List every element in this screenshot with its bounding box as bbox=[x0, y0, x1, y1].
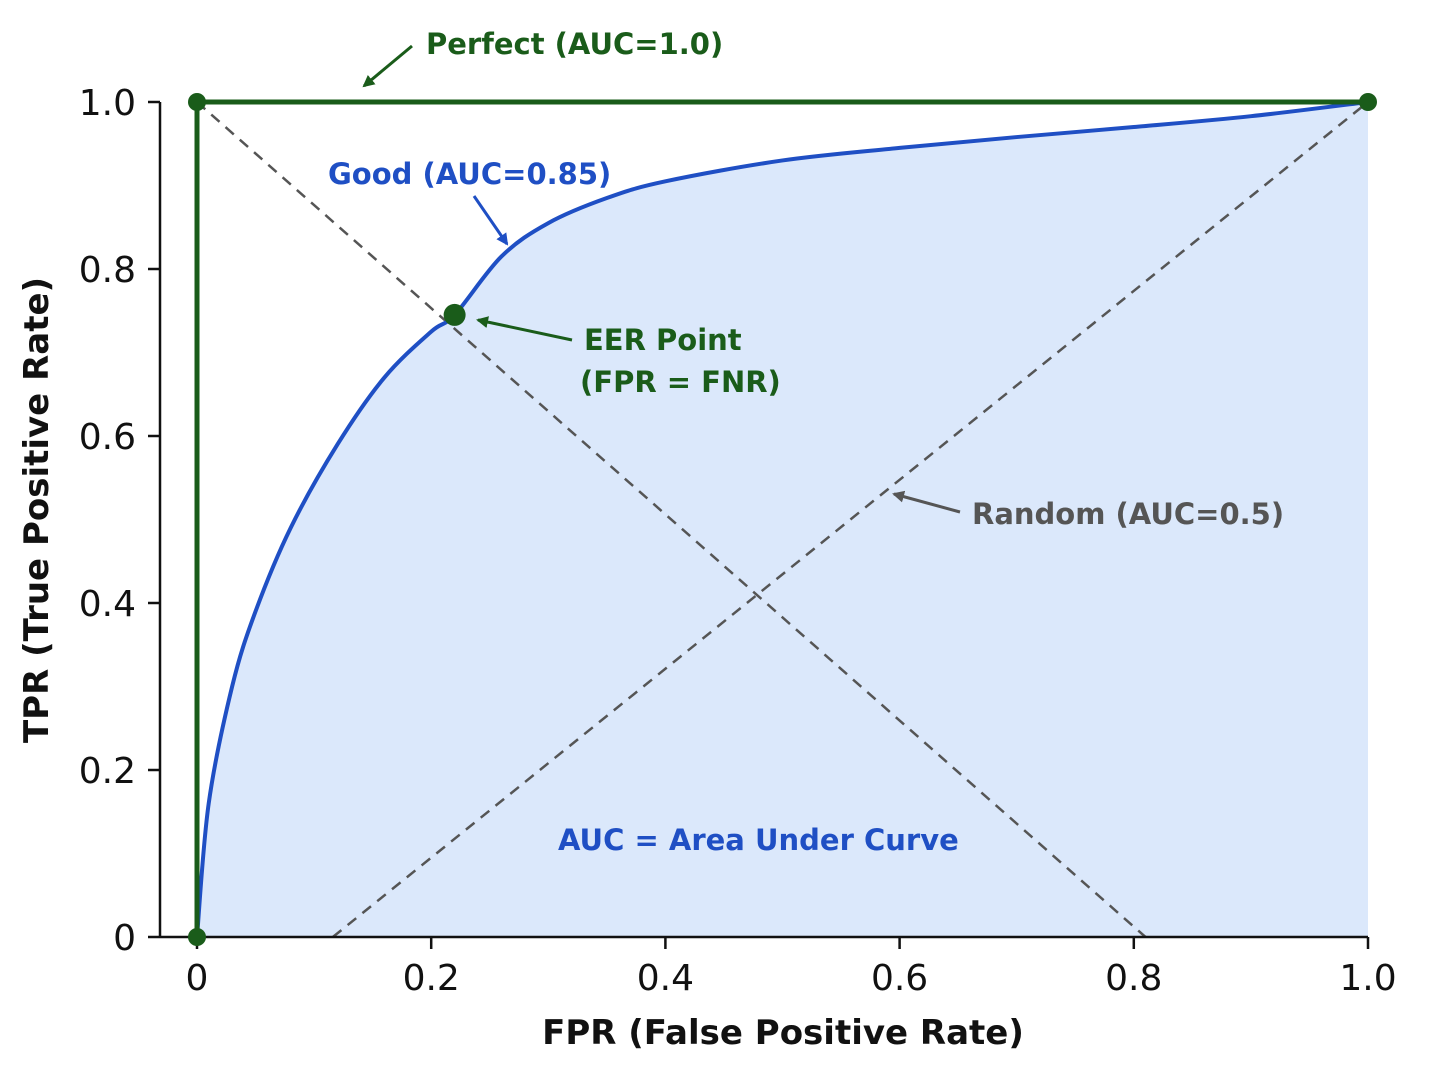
perfect-point-marker bbox=[1359, 93, 1377, 111]
x-tick-label: 0.4 bbox=[637, 958, 694, 999]
eer-diagonal-line bbox=[196, 101, 1147, 938]
y-tick-label: 0 bbox=[113, 918, 136, 959]
eer-label-line1: EER Point bbox=[584, 323, 742, 357]
annotation-perfect: Perfect (AUC=1.0) bbox=[362, 27, 723, 88]
annotation-eer: EER Point (FPR = FNR) bbox=[476, 316, 781, 399]
eer-arrow bbox=[476, 316, 573, 342]
good-roc-curve bbox=[195, 100, 1369, 938]
y-tick-label: 0.8 bbox=[79, 250, 136, 291]
x-tick-label: 1.0 bbox=[1339, 958, 1396, 999]
y-tick-label: 1.0 bbox=[79, 83, 136, 124]
x-tick-label: 0 bbox=[186, 958, 209, 999]
perfect-arrow bbox=[362, 44, 413, 88]
perfect-point-marker bbox=[188, 928, 206, 946]
point-markers bbox=[188, 93, 1377, 946]
y-tick-label: 0.4 bbox=[79, 584, 136, 625]
perfect-point-marker bbox=[188, 93, 206, 111]
y-tick-label: 0.6 bbox=[79, 417, 136, 458]
annotation-random: Random (AUC=0.5) bbox=[892, 490, 1284, 531]
eer-point-marker bbox=[443, 303, 466, 326]
annotation-good: Good (AUC=0.85) bbox=[328, 157, 611, 246]
x-tick-label: 0.8 bbox=[1105, 958, 1162, 999]
x-tick-label: 0.6 bbox=[871, 958, 928, 999]
good-label: Good (AUC=0.85) bbox=[328, 157, 611, 191]
y-axis-title: TPR (True Positive Rate) bbox=[17, 277, 57, 743]
perfect-label: Perfect (AUC=1.0) bbox=[426, 27, 723, 61]
auc-label: AUC = Area Under Curve bbox=[558, 823, 959, 857]
good-arrow bbox=[472, 195, 509, 246]
auc-area-fill bbox=[197, 102, 1368, 937]
random-diagonal-line bbox=[332, 101, 1369, 938]
random-label: Random (AUC=0.5) bbox=[972, 497, 1284, 531]
axes: 0 0.2 0.4 0.6 0.8 1.0 0 0.2 0.4 0.6 0.8 1.0 bbox=[79, 83, 1397, 999]
x-axis-title: FPR (False Positive Rate) bbox=[542, 1013, 1024, 1053]
eer-label-line2: (FPR = FNR) bbox=[580, 365, 781, 399]
y-tick-label: 0.2 bbox=[79, 751, 136, 792]
x-tick-label: 0.2 bbox=[403, 958, 460, 999]
random-arrow bbox=[892, 490, 961, 514]
